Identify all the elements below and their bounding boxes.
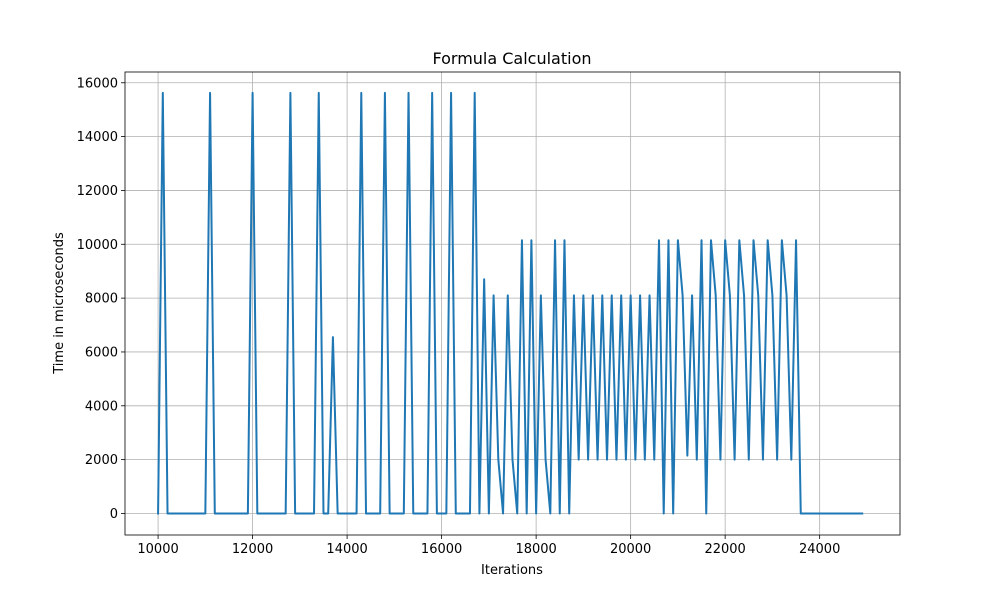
series-line bbox=[157, 91, 864, 515]
y-tick-label: 14000 bbox=[77, 130, 118, 145]
x-tick-label: 12000 bbox=[232, 542, 273, 557]
y-tick-label: 4000 bbox=[85, 399, 118, 414]
y-tick-label: 12000 bbox=[77, 184, 118, 199]
y-tick-label: 10000 bbox=[77, 238, 118, 253]
y-tick-label: 6000 bbox=[85, 345, 118, 360]
x-axis-label: Iterations bbox=[481, 563, 543, 578]
x-tick-label: 20000 bbox=[610, 542, 651, 557]
x-tick-label: 18000 bbox=[515, 542, 556, 557]
y-tick-label: 0 bbox=[110, 507, 118, 522]
x-tick-label: 22000 bbox=[704, 542, 745, 557]
y-tick-label: 16000 bbox=[77, 76, 118, 91]
chart-title: Formula Calculation bbox=[432, 49, 591, 68]
axis-ticks: 10000 12000 14000 16000 18000 20000 22000 24000… bbox=[77, 76, 841, 557]
y-axis-label: Time in microseconds bbox=[52, 232, 67, 375]
x-tick-label: 14000 bbox=[326, 542, 367, 557]
y-tick-label: 8000 bbox=[85, 292, 118, 307]
x-tick-label: 16000 bbox=[421, 542, 462, 557]
y-tick-label: 2000 bbox=[85, 453, 118, 468]
x-tick-label: 24000 bbox=[799, 542, 840, 557]
series-layer bbox=[157, 91, 864, 515]
plot-frame bbox=[124, 71, 901, 536]
x-tick-label: 10000 bbox=[137, 542, 178, 557]
